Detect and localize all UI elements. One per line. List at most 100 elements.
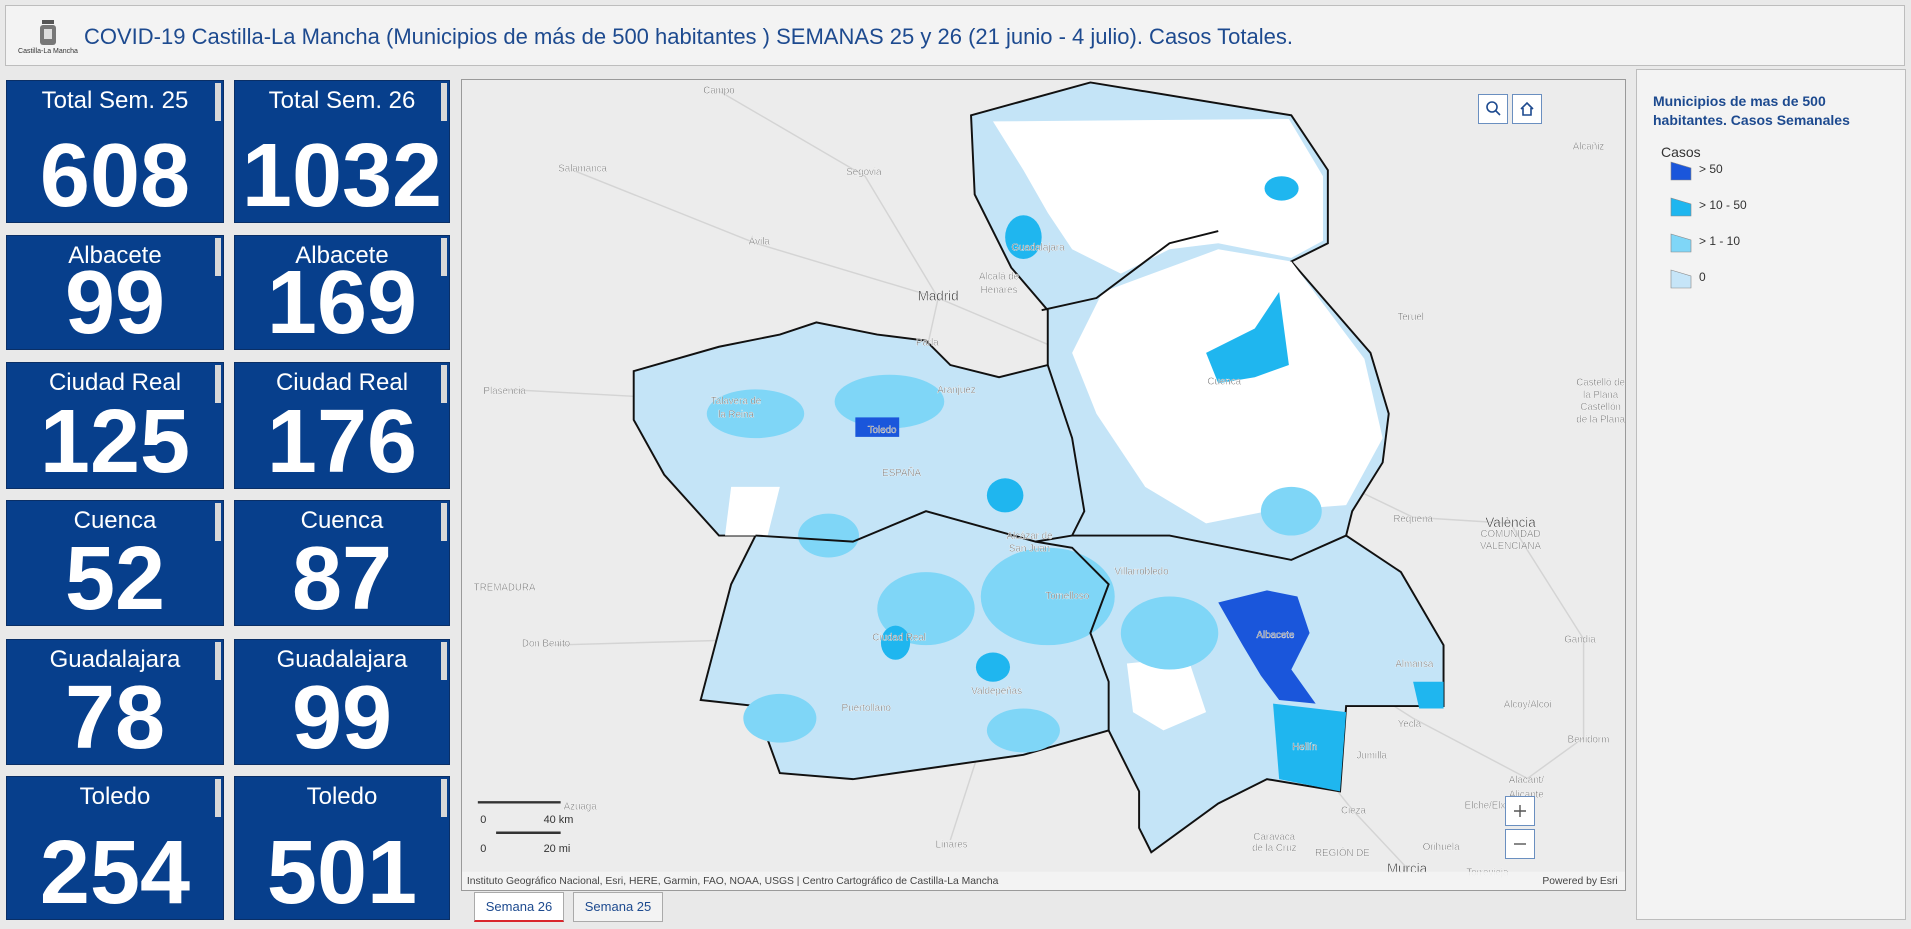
scrollbar [215, 642, 221, 680]
tab[interactable]: Semana 26 [474, 892, 564, 922]
place-label: Guadalajara [1011, 243, 1065, 254]
scrollbar [215, 779, 221, 817]
place-label: Plasencia [484, 386, 527, 397]
legend-swatch [1670, 233, 1692, 253]
place-label: Don Benito [522, 638, 570, 649]
legend-label: > 1 - 10 [1699, 234, 1741, 248]
tab[interactable]: Semana 25 [573, 892, 663, 922]
place-label: Alcoy/Alcoi [1504, 699, 1552, 710]
place-label: Benidorm [1568, 735, 1610, 746]
place-label: TREMADURA [474, 582, 536, 593]
place-label: Gandia [1564, 635, 1596, 646]
place-label: Caravaca [1253, 832, 1295, 843]
legend-swatch [1670, 161, 1692, 181]
place-label: Cieza [1341, 805, 1366, 816]
place-label: Requena [1393, 514, 1433, 525]
scale-label: 20 mi [544, 843, 571, 855]
search-button[interactable] [1478, 94, 1508, 124]
place-label: Albacete [1257, 630, 1295, 641]
place-label: Azuaga [564, 802, 598, 813]
legend-title: Municipios de mas de 500 habitantes. Cas… [1653, 93, 1850, 128]
logo-text: Castilla-La Mancha [18, 48, 78, 55]
card-label: Ciudad Real [48, 369, 182, 396]
kpi-card: Total Sem. 26 1032 [234, 80, 450, 223]
place-label: Castellón [1580, 402, 1621, 413]
place-label: Alcázar de [1006, 531, 1052, 542]
card-label: Albacete [68, 242, 162, 269]
card-value: 169 [266, 253, 418, 350]
scrollbar [441, 83, 447, 121]
place-label: Elche/Elx [1465, 800, 1506, 811]
scale-label: 40 km [544, 814, 574, 826]
scrollbar [441, 503, 447, 541]
province-borders [755, 230, 1347, 731]
map[interactable]: Campo Salamanca Segovia Ávila Madrid Alcalá d… [461, 79, 1626, 891]
place-label: Parla [916, 338, 939, 349]
place-label: Cuenca [1208, 377, 1242, 388]
kpi-card: Cuenca 87 [234, 500, 450, 626]
card-value: 78 [64, 668, 166, 765]
scrollbar [215, 365, 221, 403]
zoom-in-button[interactable] [1505, 796, 1535, 826]
card-value: 87 [291, 529, 393, 626]
place-label: Alicante [1509, 789, 1544, 800]
card-label: Guadalajara [276, 646, 408, 673]
place-label: Henares [981, 285, 1018, 296]
place-label: Alcañiz [1573, 141, 1605, 152]
card-value: 608 [39, 126, 191, 223]
place-label: Toledo [868, 425, 897, 436]
place-label: ESPAÑA [882, 468, 921, 479]
place-label: Jumilla [1357, 750, 1388, 761]
swatch-shape [1670, 197, 1692, 217]
card-label: Total Sem. 26 [268, 87, 416, 114]
place-label: Madrid [918, 288, 959, 303]
place-label: Yecla [1398, 719, 1422, 730]
map-canvas[interactable]: Campo Salamanca Segovia Ávila Madrid Alcalá d… [462, 80, 1625, 890]
place-label: Orihuela [1423, 842, 1460, 853]
zoom-out-button[interactable] [1505, 829, 1535, 859]
scrollbar [441, 779, 447, 817]
legend-label: > 50 [1699, 162, 1723, 176]
place-label: la Reina [718, 409, 754, 420]
card-label: Toledo [306, 783, 378, 810]
place-label: COMUNIDAD [1481, 529, 1541, 540]
place-labels: Campo Salamanca Segovia Ávila Madrid Alcalá d… [474, 85, 1625, 878]
kpi-card: Ciudad Real 125 [6, 362, 224, 489]
place-label: Puertollano [842, 703, 891, 714]
kpi-card: Cuenca 52 [6, 500, 224, 626]
scrollbar [441, 642, 447, 680]
scrollbar [441, 365, 447, 403]
swatch-shape [1670, 269, 1692, 289]
legend-swatch [1670, 269, 1692, 289]
kpi-card: Toledo 501 [234, 776, 450, 920]
kpi-card: Albacete 169 [234, 235, 450, 350]
attribution-bar [462, 871, 1625, 890]
place-label: Almansa [1395, 659, 1433, 670]
card-label: Albacete [295, 242, 389, 269]
zoom-in-icon [1514, 805, 1526, 817]
kpi-card: Toledo 254 [6, 776, 224, 920]
home-button[interactable] [1512, 94, 1542, 124]
medium-areas [706, 374, 1322, 753]
card-value: 99 [64, 253, 166, 350]
kpi-card: Guadalajara 78 [6, 639, 224, 765]
place-label: Hellín [1292, 742, 1317, 753]
scale-label: 0 [480, 814, 486, 826]
place-label: de la Cruz [1252, 843, 1296, 854]
card-value: 125 [39, 392, 191, 489]
kpi-card: Guadalajara 99 [234, 639, 450, 765]
card-value: 176 [266, 392, 418, 489]
card-value: 254 [39, 823, 191, 920]
place-label: Alcalá de [979, 272, 1019, 283]
scrollbar [215, 83, 221, 121]
zoom-out-icon [1514, 843, 1526, 845]
card-label: Total Sem. 25 [41, 87, 189, 114]
logo [40, 20, 56, 45]
header-title: COVID-19 Castilla-La Mancha (Municipios … [84, 24, 1293, 49]
home-icon [1520, 101, 1534, 116]
legend-swatch [1670, 197, 1692, 217]
kpi-card: Albacete 99 [6, 235, 224, 350]
place-label: Ávila [749, 236, 771, 247]
